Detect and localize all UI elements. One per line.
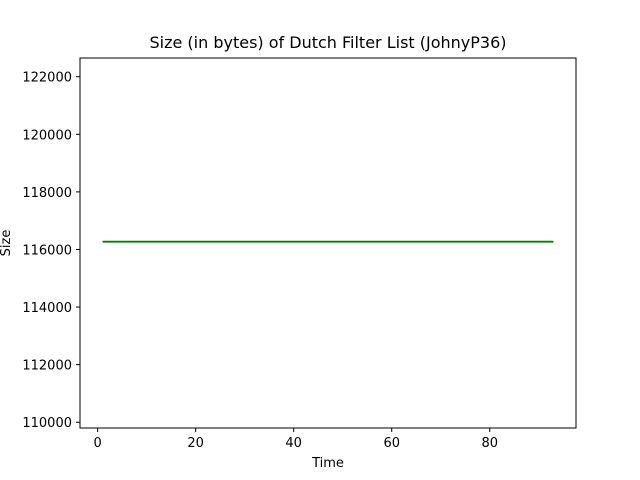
x-tick-label: 60 (383, 436, 400, 451)
y-tick-label: 122000 (22, 71, 72, 86)
x-tick-label: 40 (285, 436, 302, 451)
chart-title: Size (in bytes) of Dutch Filter List (Jo… (149, 33, 506, 52)
x-axis: 0 20 40 60 80 (94, 428, 498, 451)
x-tick-label: 0 (94, 436, 102, 451)
y-axis-label: Size (0, 230, 14, 257)
x-tick-label: 20 (187, 436, 204, 451)
y-axis: 110000 112000 114000 116000 118000 120000 1220… (22, 71, 80, 431)
x-tick-label: 80 (481, 436, 498, 451)
x-axis-label: Time (311, 456, 344, 471)
y-tick-label: 118000 (22, 186, 72, 201)
plot-area-frame (79, 57, 577, 429)
y-tick-label: 114000 (22, 301, 72, 316)
y-tick-label: 112000 (22, 359, 72, 374)
y-tick-label: 110000 (22, 416, 72, 431)
y-tick-label: 120000 (22, 128, 72, 143)
y-tick-label: 116000 (22, 243, 72, 258)
